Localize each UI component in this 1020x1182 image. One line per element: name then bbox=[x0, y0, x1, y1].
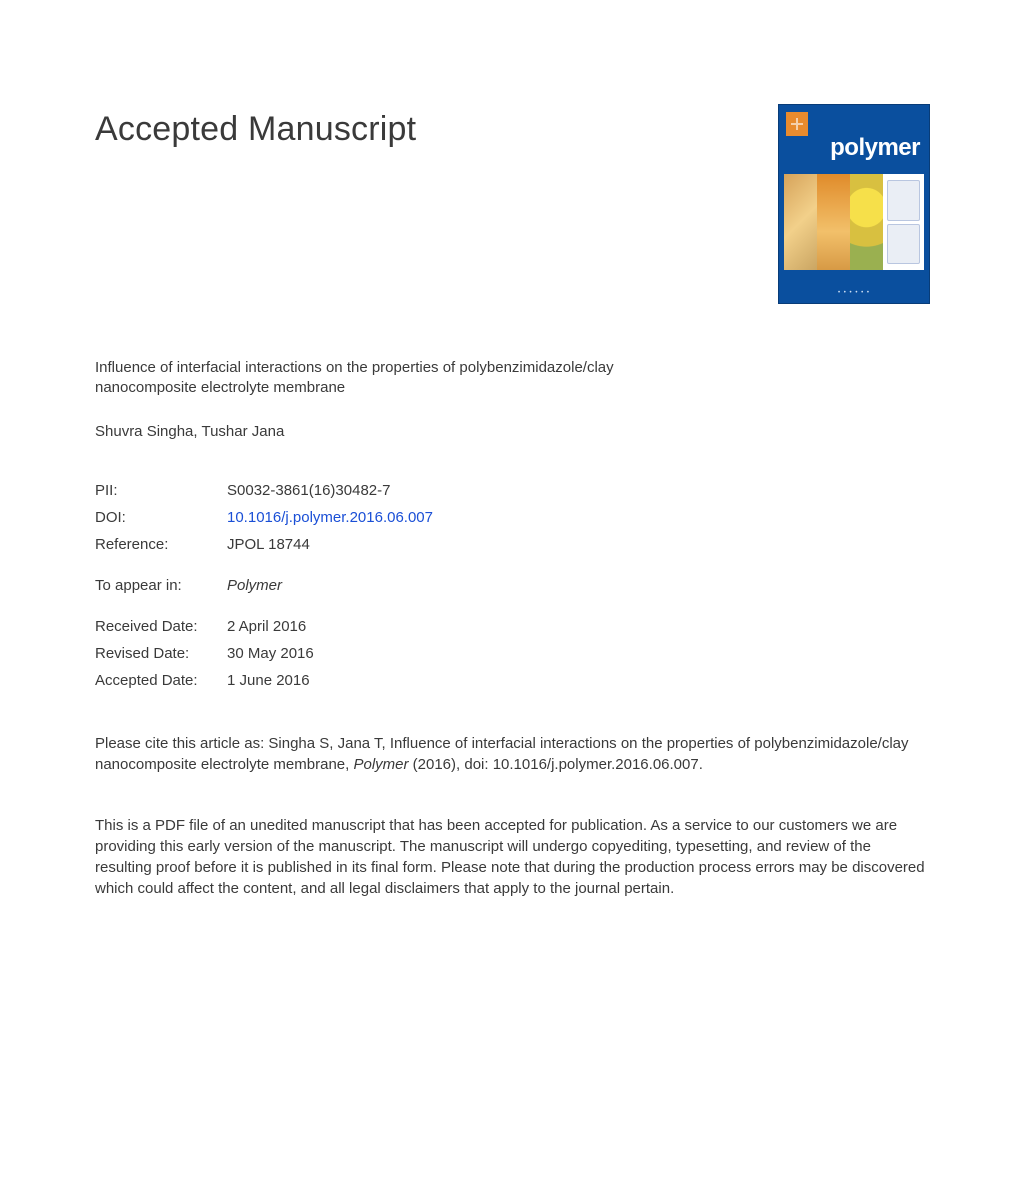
journal-cover-artwork bbox=[784, 174, 924, 270]
meta-row-reference: Reference: JPOL 18744 bbox=[95, 536, 930, 553]
meta-value: 1 June 2016 bbox=[227, 672, 930, 689]
cover-footer-text: • • • • • • bbox=[778, 290, 930, 296]
meta-row-doi: DOI: 10.1016/j.polymer.2016.06.007 bbox=[95, 509, 930, 526]
meta-label: Accepted Date: bbox=[95, 672, 227, 689]
citation-journal: Polymer bbox=[353, 756, 408, 773]
meta-row-to-appear-in: To appear in: Polymer bbox=[95, 577, 930, 594]
meta-row-revised-date: Revised Date: 30 May 2016 bbox=[95, 645, 930, 662]
meta-value: 2 April 2016 bbox=[227, 618, 930, 635]
metadata-table: PII: S0032-3861(16)30482-7 DOI: 10.1016/… bbox=[95, 482, 930, 689]
accepted-manuscript-page: Accepted Manuscript polymer • • • • • • … bbox=[0, 0, 1020, 899]
meta-label: To appear in: bbox=[95, 577, 227, 594]
header-row: Accepted Manuscript polymer • • • • • • bbox=[95, 110, 930, 304]
citation-tail: (2016), doi: 10.1016/j.polymer.2016.06.0… bbox=[408, 756, 702, 773]
cover-art-panel bbox=[784, 174, 817, 270]
cover-art-panel bbox=[817, 174, 850, 270]
journal-cover-thumbnail: polymer • • • • • • bbox=[778, 104, 930, 304]
page-heading: Accepted Manuscript bbox=[95, 110, 416, 149]
meta-row-accepted-date: Accepted Date: 1 June 2016 bbox=[95, 672, 930, 689]
citation-text: Please cite this article as: Singha S, J… bbox=[95, 733, 915, 775]
doi-link[interactable]: 10.1016/j.polymer.2016.06.007 bbox=[227, 509, 930, 526]
journal-cover-title: polymer bbox=[778, 134, 930, 162]
meta-value: 30 May 2016 bbox=[227, 645, 930, 662]
meta-label: Received Date: bbox=[95, 618, 227, 635]
article-title: Influence of interfacial interactions on… bbox=[95, 358, 735, 399]
article-title-line: Influence of interfacial interactions on… bbox=[95, 358, 735, 378]
meta-label: Reference: bbox=[95, 536, 227, 553]
meta-label: PII: bbox=[95, 482, 227, 499]
meta-label: Revised Date: bbox=[95, 645, 227, 662]
meta-row-received-date: Received Date: 2 April 2016 bbox=[95, 618, 930, 635]
meta-value: S0032-3861(16)30482-7 bbox=[227, 482, 930, 499]
meta-label: DOI: bbox=[95, 509, 227, 526]
publisher-logo-icon bbox=[786, 112, 808, 136]
disclaimer-text: This is a PDF file of an unedited manusc… bbox=[95, 815, 930, 899]
cover-art-panel bbox=[883, 174, 924, 270]
meta-row-pii: PII: S0032-3861(16)30482-7 bbox=[95, 482, 930, 499]
meta-value: JPOL 18744 bbox=[227, 536, 930, 553]
meta-value-journal: Polymer bbox=[227, 577, 930, 594]
article-title-line: nanocomposite electrolyte membrane bbox=[95, 378, 735, 398]
cover-art-panel bbox=[850, 174, 883, 270]
article-authors: Shuvra Singha, Tushar Jana bbox=[95, 423, 930, 440]
